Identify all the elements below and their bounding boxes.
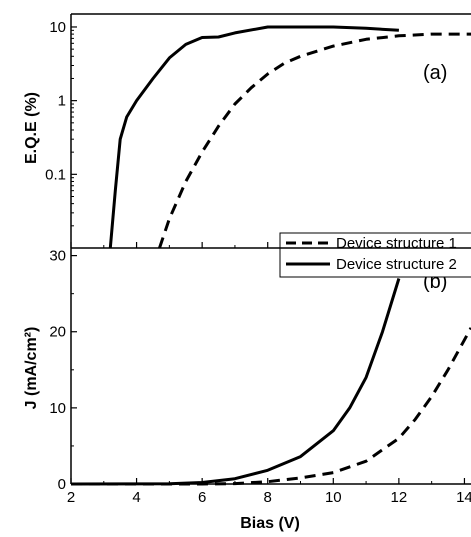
panel-b-y-tick-label: 10 [49,400,66,417]
x-tick-label: 4 [132,489,140,506]
legend-label-device-2: Device structure 2 [336,256,457,273]
x-tick-label: 10 [325,489,342,506]
x-tick-label: 2 [67,489,75,506]
panel-b-y-tick-label: 30 [49,248,66,265]
panel-b-marks [70,278,471,486]
panel-a-ticks: 0.1 1 10 [45,19,466,248]
x-tick-label: 8 [264,489,272,506]
panel-b-y-tick-label: 0 [58,476,66,493]
panel-a-y-axis-title: E.Q.E (%) [23,92,40,164]
x-axis-title: Bias (V) [240,515,300,532]
panel-a-series-line-1 [158,32,471,249]
x-tick-label: 6 [198,489,206,506]
panel-a-label: (a) [423,62,447,84]
panel-a-series-line-2 [108,25,399,249]
panel-b-y-axis-title: J (mA/cm²) [23,327,40,410]
panel-a-y-tick-label: 10 [49,19,66,36]
legend-label-device-1: Device structure 1 [336,235,457,252]
panel-a-y-tick-label: 1 [58,93,66,110]
panel-a: 0.1 1 10 (a) E.Q.E (%) [23,19,471,249]
axes-frame [70,13,471,485]
panel-a-y-tick-label: 0.1 [45,166,66,183]
x-tick-label: 14 [456,489,471,506]
panel-b-series-line-2 [70,278,401,486]
legend: Device structure 1 Device structure 2 [279,232,471,278]
panel-b-y-tick-label: 20 [49,324,66,341]
panel-b-ticks: 2 4 6 8 10 12 14 0 10 20 30 [49,248,471,506]
panel-b-series-line-1 [71,327,471,486]
panel-a-marks [108,25,471,249]
x-tick-label: 12 [391,489,408,506]
legend-box [279,232,471,278]
